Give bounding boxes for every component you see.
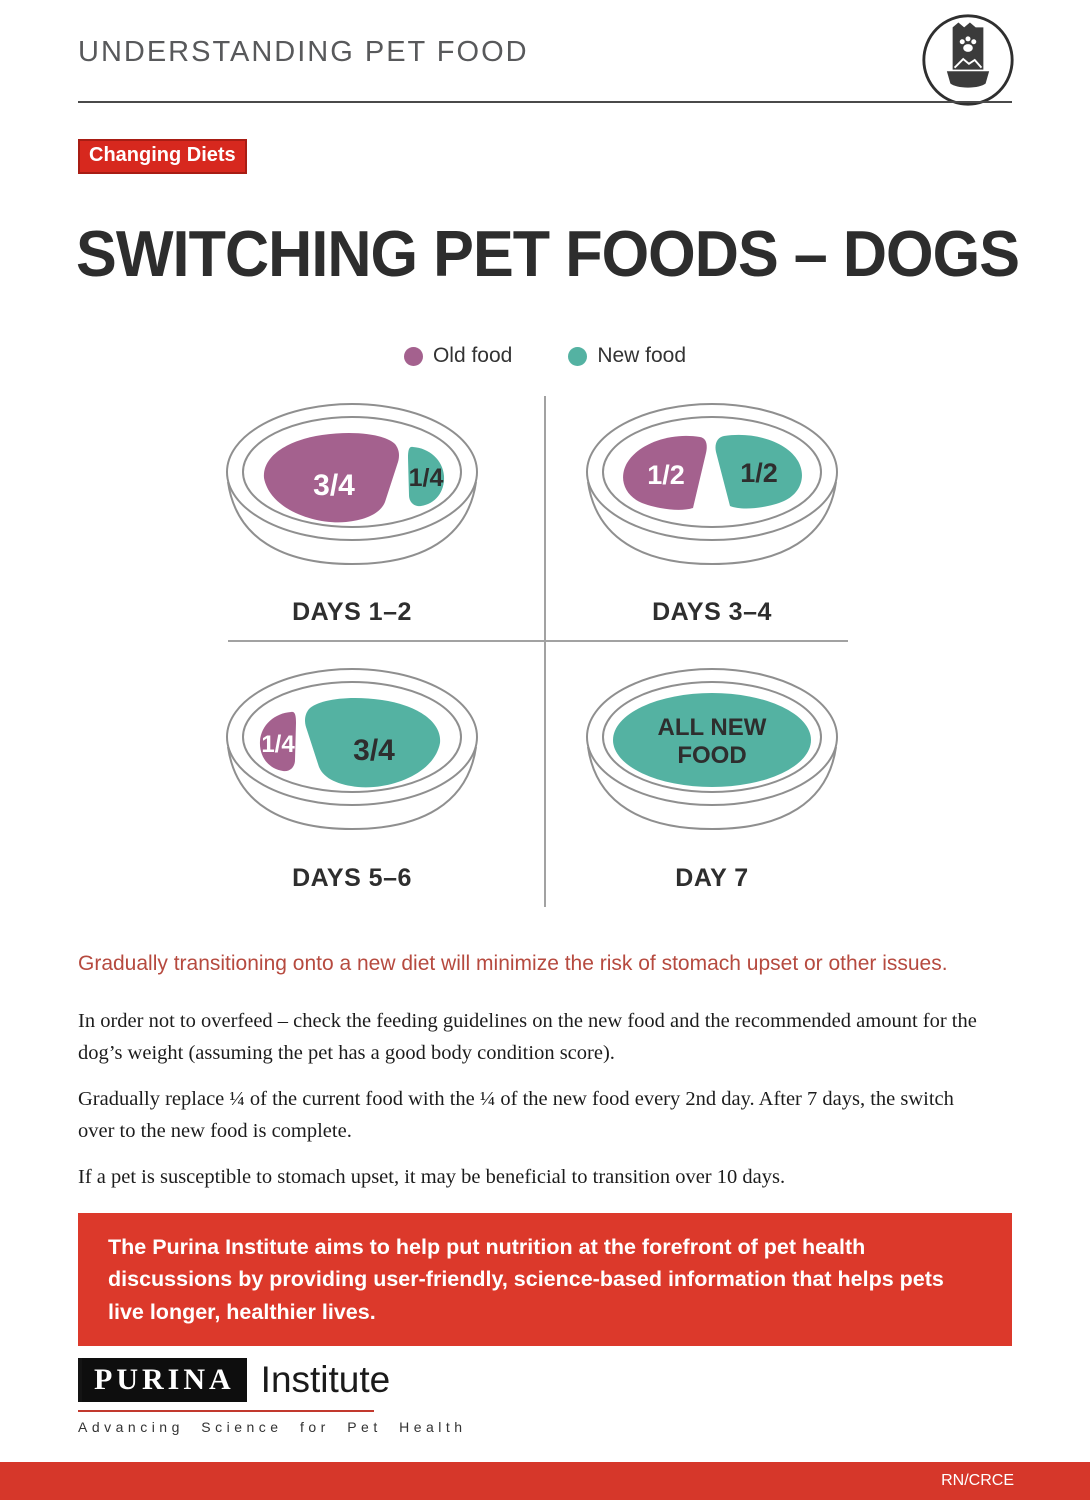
institute-wordmark: Institute xyxy=(260,1359,391,1400)
section-badge: Changing Diets xyxy=(78,139,247,174)
purina-checkerboard-icon xyxy=(78,1358,82,1402)
legend-label-new: New food xyxy=(597,344,687,367)
page-title: SWITCHING PET FOODS – DOGS xyxy=(76,217,1020,290)
horizontal-grid-divider xyxy=(228,640,848,642)
portion-label-new: 1/4 xyxy=(409,464,444,492)
bowl-diagram-days-3-4: 1/2 1/2 xyxy=(586,403,838,566)
portion-label-old: 1/2 xyxy=(647,460,685,490)
portion-label-new: 1/2 xyxy=(740,458,778,488)
day-label-days-3-4: DAYS 3–4 xyxy=(652,598,772,626)
bowl-diagram-days-5-6: 1/4 3/4 xyxy=(226,668,478,831)
portion-label-old: 1/4 xyxy=(261,731,295,758)
callout-text: Gradually transitioning onto a new diet … xyxy=(78,952,948,975)
logo-divider xyxy=(78,1410,374,1412)
paragraph-overfeed: In order not to overfeed – check the fee… xyxy=(78,1010,977,1065)
legend-label-old: Old food xyxy=(432,344,513,367)
paragraph-gradual-replace: Gradually replace ¼ of the current food … xyxy=(78,1087,954,1143)
old-food-dot-icon xyxy=(403,346,423,366)
legend-item-new-food: New food xyxy=(568,344,686,368)
body-copy: In order not to overfeed – check the fee… xyxy=(78,1005,980,1206)
portion-label-new: 3/4 xyxy=(353,734,395,767)
footer-code: RN/CRCE xyxy=(941,1472,1014,1489)
logo-tagline: Advancing Science for Pet Health xyxy=(78,1419,467,1435)
purina-wordmark: PURINA xyxy=(82,1358,247,1402)
all-new-food-label-line1: ALL NEW xyxy=(658,714,767,741)
new-food-dot-icon xyxy=(568,346,588,366)
header-divider xyxy=(78,101,1012,103)
bowl-diagram-day-7: ALL NEW FOOD xyxy=(586,668,838,831)
purina-institute-banner: The Purina Institute aims to help put nu… xyxy=(78,1213,1012,1346)
purina-institute-logo: PURINA Institute Advancing Science for P… xyxy=(78,1358,467,1435)
all-new-food-label-line2: FOOD xyxy=(677,742,746,769)
pet-food-bag-and-bowl-icon xyxy=(920,12,1016,108)
footer-bar: RN/CRCE xyxy=(0,1462,1090,1500)
page-header-title: UNDERSTANDING PET FOOD xyxy=(78,36,529,68)
vertical-grid-divider xyxy=(544,396,546,907)
day-label-days-5-6: DAYS 5–6 xyxy=(292,864,412,892)
day-label-day-7: DAY 7 xyxy=(675,864,749,892)
legend-item-old-food: Old food xyxy=(403,344,513,368)
day-label-days-1-2: DAYS 1–2 xyxy=(292,598,412,626)
legend: Old food New food xyxy=(0,344,1090,368)
paragraph-stomach-upset: If a pet is susceptible to stomach upset… xyxy=(78,1165,786,1188)
bowl-diagram-days-1-2: 3/4 1/4 xyxy=(226,403,478,566)
portion-label-old: 3/4 xyxy=(313,469,355,502)
